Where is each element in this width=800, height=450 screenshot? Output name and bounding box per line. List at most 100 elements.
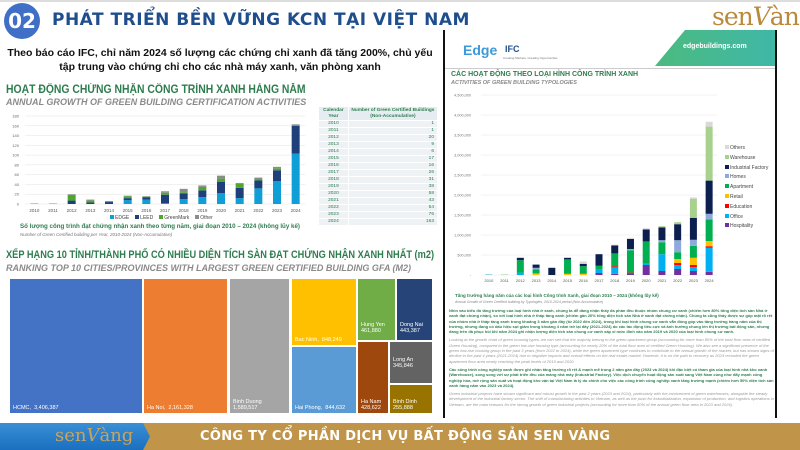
bar-segment-retail (564, 273, 572, 275)
bar-segment-homes (532, 267, 540, 270)
year-cell: 2014 (318, 148, 349, 157)
treemap-title: XẾP HẠNG 10 TỈNH/THÀNH PHỐ CÓ NHIỀU DIỆN… (6, 249, 435, 261)
bar-segment-apartment (689, 245, 697, 258)
bar-segment-hospitality (595, 273, 603, 275)
bar-segment-homes (689, 239, 697, 246)
edge-url: edgebuildings.com (683, 43, 747, 50)
y-tick-label: 4,500,000 (454, 94, 471, 98)
typology-bar-chart: - 500,000 1,000,000 1,500,000 2,000,000 2,500… (454, 94, 717, 283)
legend-item: Retail (725, 193, 768, 203)
legend-item: Hospitality (725, 222, 768, 232)
paragraph-1-en: Looking at the growth chart of green hou… (449, 337, 774, 364)
x-tick-label: 2024 (705, 278, 715, 283)
year-cell: 2023 (318, 211, 349, 220)
bar-segment-other (273, 166, 281, 169)
count-cell: 16 (347, 162, 439, 171)
x-tick-label: 2022 (673, 278, 683, 283)
bar-segment-office (595, 269, 603, 273)
legend-item: LEED (135, 215, 153, 221)
bar-segment-industrial-factory (532, 264, 540, 268)
x-tick-label: 2021 (657, 278, 667, 283)
year-cell: 2022 (318, 204, 349, 213)
bar-segment-industrial-factory (564, 257, 572, 260)
bar-segment-edge (142, 199, 151, 204)
legend-item: GreenMark (159, 215, 189, 221)
count-cell: 9 (347, 141, 439, 150)
count-cell: 6 (347, 148, 439, 157)
treemap-tile: Bac Ninh, 848,249 (291, 278, 357, 346)
bar-segment-greenmark (161, 192, 169, 195)
tile-value: 461,880 (361, 328, 381, 334)
year-cell: 2013 (318, 141, 349, 150)
x-tick-label: 2013 (85, 208, 96, 213)
left-chart-legend: EDGE LEED GreenMark Other (110, 215, 213, 221)
tile-value: 844,632 (325, 405, 346, 411)
bar-segment-other (198, 185, 207, 187)
bar-segment-retail (674, 259, 682, 263)
count-cell: 54 (347, 204, 439, 213)
tile-value: 1,589,517 (233, 405, 258, 411)
x-tick-label: 2012 (516, 278, 526, 283)
bar-segment-apartment (674, 252, 682, 259)
bar-segment-greenmark (217, 178, 225, 182)
year-cell: 2020 (318, 190, 349, 199)
footer-logo-block (0, 423, 150, 450)
bar-segment-hospitality (626, 273, 634, 275)
bar-segment-apartment (532, 269, 540, 274)
y-tick-label: 60 (15, 172, 20, 177)
bar-segment-leed (67, 200, 76, 204)
x-tick-label: 2018 (179, 208, 190, 213)
legend-item: Industrial Factory (725, 164, 768, 174)
x-tick-label: 2023 (689, 278, 699, 283)
treemap-tile: Long An 345,846 (389, 341, 433, 384)
x-tick-label: 2019 (626, 278, 636, 283)
bar-segment-industrial-factory (548, 267, 556, 275)
edge-logo: Edge (463, 42, 498, 58)
x-tick-label: 2015 (563, 278, 573, 283)
bar-segment-other (217, 175, 225, 179)
tile-value: 2,161,328 (168, 405, 193, 411)
y-tick-label: 500,000 (457, 254, 471, 258)
bar-segment-hospitality (674, 269, 682, 275)
paragraph-1-vi: Nhìn vào biểu đồ tăng trưởng của loại hì… (449, 308, 773, 335)
bar-segment-industrial-factory (705, 180, 713, 214)
left-chart-caption-en: Number of Green Certified building per Y… (20, 232, 173, 237)
table-row: 2011 1 (318, 127, 439, 136)
year-cell: 2024 (318, 218, 349, 227)
right-chart-subtitle: ACTIVITIES OF GREEN BUILDING TYPOLOGIES (451, 80, 577, 86)
table-row: 2020 58 (318, 190, 439, 199)
tile-label: Hung Yen (361, 322, 385, 328)
bar-segment-industrial-factory (611, 245, 619, 254)
x-tick-label: 2014 (547, 278, 557, 283)
company-name: CÔNG TY CỔ PHẦN DỊCH VỤ BẤT ĐỘNG SẢN SEN… (200, 429, 611, 444)
table-header-year: Calendar Year (318, 105, 349, 122)
right-chart-caption-en: Annual Growth of Green Certified buildin… (455, 300, 604, 304)
bar-segment-greenmark (273, 168, 281, 171)
tile-value: 848,249 (321, 337, 342, 343)
senvang-logo: senVàng (712, 2, 800, 31)
treemap-tile: Ha Nam 428,622 (357, 341, 389, 414)
count-cell: 43 (347, 197, 439, 206)
bar-segment-retail (705, 241, 713, 247)
left-chart-subtitle: ANNUAL GROWTH OF GREEN BUILDING CERTIFIC… (6, 97, 307, 108)
bar-segment-greenmark (67, 194, 76, 201)
treemap-tile: Hai Phong, 844,632 (291, 346, 357, 414)
table-header-count: Number of Green Certified Buildings (Non… (347, 105, 439, 122)
bar-segment-leed (217, 182, 225, 194)
tile-label: Binh Duong (233, 399, 262, 405)
treemap-tile: HCMC, 3,406,387 (9, 278, 143, 414)
bar-segment-homes (658, 240, 666, 243)
bar-segment-industrial-factory (595, 254, 603, 266)
bar-segment-industrial-factory (579, 263, 587, 267)
tile-label: Binh Dinh (393, 399, 417, 405)
count-cell: 17 (347, 155, 439, 164)
year-cell: 2019 (318, 183, 349, 192)
bar-segment-other (179, 188, 188, 193)
table-row: 2023 76 (318, 211, 439, 220)
bar-segment-leed (179, 193, 188, 200)
bar-segment-other (291, 124, 300, 126)
treemap-subtitle: RANKING TOP 10 CITIES/PROVINCES WITH LAR… (6, 263, 412, 273)
bar-segment-greenmark (254, 179, 263, 181)
legend-item: Office (725, 213, 768, 223)
treemap-tile: Dong Nai 443,387 (396, 278, 433, 341)
